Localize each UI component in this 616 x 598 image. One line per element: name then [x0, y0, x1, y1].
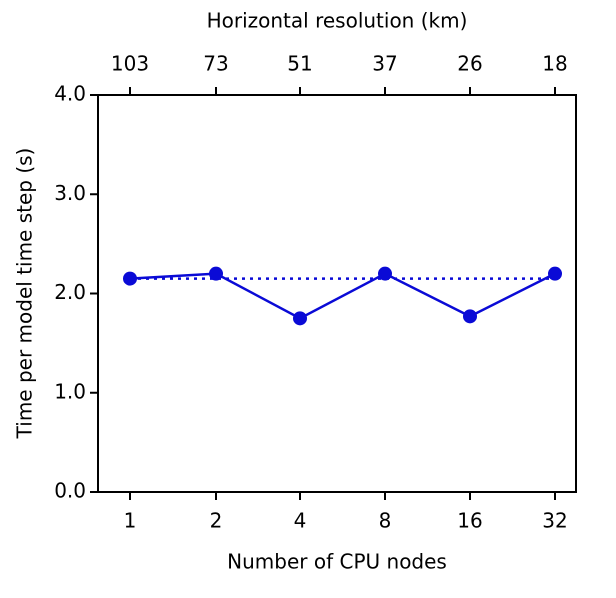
point [378, 266, 392, 281]
x-tick-label: 8 [379, 509, 392, 533]
y-tick-label: 3.0 [54, 181, 86, 205]
x-tick-label: 16 [457, 509, 482, 533]
plot-frame [97, 94, 577, 493]
point [463, 309, 477, 324]
x-axis-label: Number of CPU nodes [227, 550, 447, 574]
x-tick-label: 2 [210, 509, 223, 533]
x2-tick-label: 37 [372, 52, 397, 76]
y-tick-label: 0.0 [54, 479, 86, 503]
point [209, 266, 223, 281]
x2-tick-label: 26 [457, 52, 482, 76]
y-tick-label: 2.0 [54, 280, 86, 304]
y-axis-label: Time per model time step (s) [13, 148, 37, 440]
x-tick-label: 4 [294, 509, 307, 533]
x-tick-label: 32 [542, 509, 567, 533]
y-tick-label: 1.0 [54, 379, 86, 403]
x2-axis-label: Horizontal resolution (km) [207, 9, 468, 33]
point [293, 311, 307, 326]
x2-tick-label: 18 [542, 52, 567, 76]
point [123, 271, 137, 286]
point [548, 266, 562, 281]
x2-tick-label: 51 [287, 52, 312, 76]
x2-tick-label: 73 [203, 52, 228, 76]
x-tick-label: 1 [124, 509, 137, 533]
series-line [129, 272, 556, 320]
y-tick-label: 4.0 [54, 82, 86, 106]
x2-tick-label: 103 [111, 52, 149, 76]
